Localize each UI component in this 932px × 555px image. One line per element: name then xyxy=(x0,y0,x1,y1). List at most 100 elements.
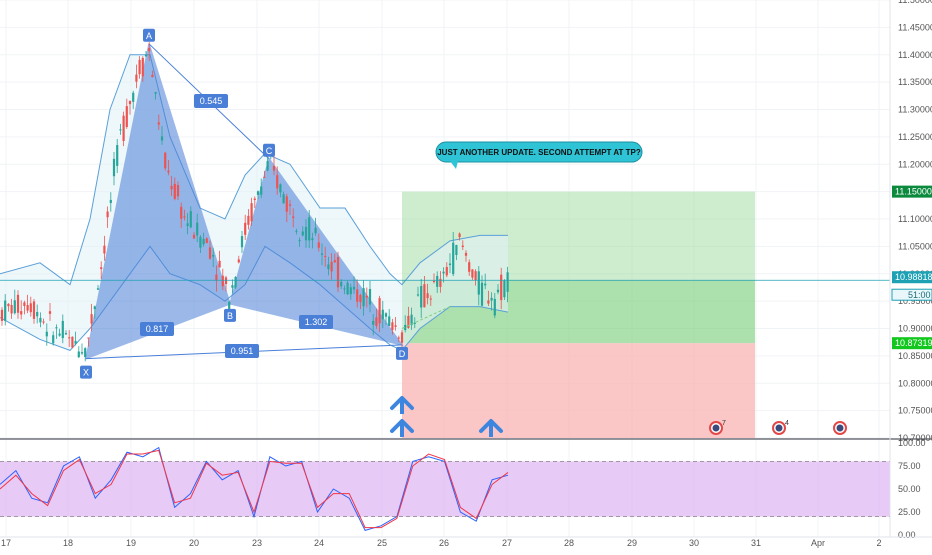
candle-body xyxy=(448,263,452,266)
stochastic-tick-label: 25.00 xyxy=(898,507,921,517)
countdown-badge-bg xyxy=(891,288,932,301)
candle-body xyxy=(42,321,45,323)
candle-body xyxy=(64,333,68,335)
pattern-point-bg xyxy=(263,143,275,157)
candle-body xyxy=(394,325,397,327)
candle-body xyxy=(464,252,468,256)
candle-body xyxy=(452,242,455,275)
candle-body xyxy=(285,196,288,212)
candle-body xyxy=(164,152,167,169)
candle-body xyxy=(199,236,202,248)
candle-body xyxy=(317,242,320,248)
pattern-point-bg xyxy=(143,28,155,42)
candle-body xyxy=(266,161,269,171)
candle-body xyxy=(228,301,231,310)
annotation-bg xyxy=(435,141,643,163)
stochastic-pane xyxy=(0,446,890,531)
current-price-badge-bg xyxy=(892,271,932,284)
candle-body xyxy=(176,185,180,197)
pattern-point-bg xyxy=(80,365,92,379)
time-tick-label: 19 xyxy=(126,538,136,548)
candle-body xyxy=(90,314,93,324)
candle-body xyxy=(52,335,55,344)
candle-body xyxy=(237,259,240,263)
candle-body xyxy=(247,215,250,225)
candle-body xyxy=(260,186,263,195)
candle-body xyxy=(132,92,135,102)
candle-body xyxy=(503,280,506,298)
candle-body xyxy=(103,245,106,254)
ratio-label-bg xyxy=(225,344,259,358)
candle-body xyxy=(320,253,324,255)
candle-body xyxy=(362,288,365,307)
candle-body xyxy=(349,287,352,295)
price-tick-label: 11.50000 xyxy=(898,0,932,5)
candle-body xyxy=(189,211,192,228)
candle-body xyxy=(74,340,77,344)
price-tick-label: 11.35000 xyxy=(898,77,932,87)
candle-body xyxy=(128,100,132,105)
candle-body xyxy=(36,312,39,317)
candle-body xyxy=(135,74,138,82)
candle-body xyxy=(295,230,298,232)
candle-body xyxy=(368,288,372,305)
candle-body xyxy=(48,311,52,314)
candle-body xyxy=(493,298,496,316)
event-marker-count: 4 xyxy=(785,420,789,427)
annotation-text: JUST ANOTHER UPDATE. SECOND ATTEMPT AT T… xyxy=(437,148,641,157)
candle-body xyxy=(84,348,87,357)
candle-body xyxy=(263,176,266,178)
candle-body xyxy=(144,54,148,57)
ratio-label: 0.545 xyxy=(200,96,223,106)
entry-price-badge-bg xyxy=(892,337,932,350)
candle-body xyxy=(458,233,461,238)
current-price-badge: 10.98818 xyxy=(895,272,932,282)
candle-body xyxy=(400,332,404,343)
bands-upper xyxy=(0,54,508,286)
target-price-badge-bg xyxy=(892,185,932,198)
candle-body xyxy=(20,311,23,315)
candle-body xyxy=(359,295,362,303)
candle-body xyxy=(170,185,173,190)
candle-body xyxy=(151,74,154,78)
candle-body xyxy=(356,289,359,302)
event-marker-dot xyxy=(836,424,844,432)
candle-body xyxy=(500,274,503,301)
candle-body xyxy=(244,222,247,235)
price-tick-label: 10.85000 xyxy=(898,351,932,361)
annotation-tail xyxy=(450,161,458,169)
candle-body xyxy=(279,184,282,193)
candle-body xyxy=(381,309,384,320)
candle-body xyxy=(276,175,279,189)
candle-body xyxy=(109,199,112,204)
candle-body xyxy=(116,145,119,166)
candle-body xyxy=(68,337,71,339)
buy-arrow-icon xyxy=(390,419,414,433)
candle-body xyxy=(327,264,330,270)
candle-body xyxy=(10,305,13,314)
candle-body xyxy=(496,289,500,293)
price-tick-label: 11.05000 xyxy=(898,241,932,251)
candle-body xyxy=(234,276,237,288)
price-tick-label: 10.70000 xyxy=(898,433,932,443)
candle-body xyxy=(93,306,96,310)
candle-body xyxy=(288,204,292,206)
candle-body xyxy=(119,129,122,131)
candle-body xyxy=(304,226,308,241)
candle-body xyxy=(112,158,116,177)
candle-body xyxy=(240,236,244,248)
candle-body xyxy=(45,331,48,337)
candle-body xyxy=(160,136,164,141)
candle-body xyxy=(23,302,26,306)
candle-body xyxy=(404,324,407,331)
pattern-point-label: A xyxy=(146,31,152,41)
candle-body xyxy=(208,247,212,259)
ratio-label: 0.951 xyxy=(231,346,254,356)
buy-arrow-icon xyxy=(390,396,414,410)
candle-body xyxy=(13,300,16,314)
candle-body xyxy=(372,320,375,325)
ratio-label-bg xyxy=(299,315,333,329)
candle-body xyxy=(71,336,74,348)
